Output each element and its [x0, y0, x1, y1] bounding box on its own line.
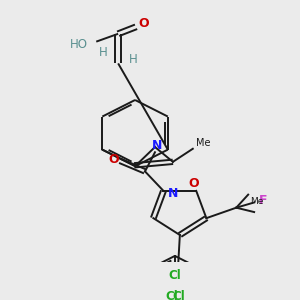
- Text: HO: HO: [70, 38, 88, 51]
- Text: H: H: [129, 52, 137, 66]
- Text: Cl: Cl: [165, 290, 178, 300]
- Text: Me: Me: [250, 197, 263, 206]
- Text: F: F: [259, 194, 267, 207]
- Text: Me: Me: [196, 138, 210, 148]
- Text: O: O: [139, 17, 149, 30]
- Text: O: O: [188, 177, 199, 190]
- Text: Cl: Cl: [172, 290, 185, 300]
- Text: H: H: [99, 46, 108, 59]
- Text: N: N: [168, 187, 178, 200]
- Text: O: O: [109, 153, 119, 166]
- Text: Cl: Cl: [169, 269, 181, 282]
- Text: N: N: [152, 139, 162, 152]
